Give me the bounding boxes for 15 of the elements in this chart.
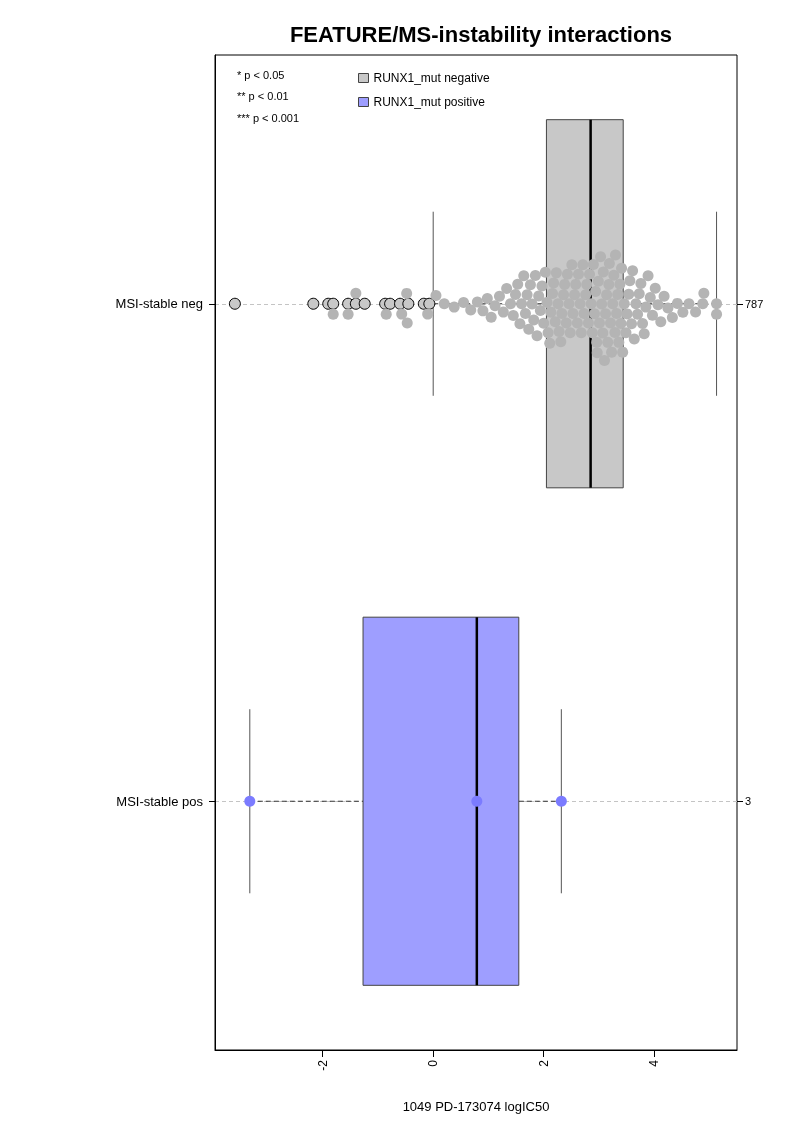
annotation: *** p < 0.001 <box>237 111 300 124</box>
x-tick-label: 4 <box>647 1059 662 1067</box>
y2-tick-label: 787 <box>745 297 764 310</box>
y2-tick-label: 3 <box>745 795 752 808</box>
x-tick-label: -2 <box>315 1059 330 1071</box>
annotation: * p < 0.05 <box>237 68 285 81</box>
legend-label: RUNX1_mut positive <box>373 95 486 109</box>
legend-label: RUNX1_mut negative <box>373 71 490 85</box>
y-tick-label: MSI-stable neg <box>115 296 203 312</box>
annotation: ** p < 0.01 <box>237 90 289 102</box>
chart-title: FEATURE/MS-instability interactions <box>289 21 673 47</box>
x-tick-label: 0 <box>426 1059 441 1067</box>
y-tick-label: MSI-stable pos <box>116 793 204 809</box>
x-axis-title: 1049 PD-173074 logIC50 <box>402 1099 550 1114</box>
x-tick-label: 2 <box>536 1059 551 1067</box>
